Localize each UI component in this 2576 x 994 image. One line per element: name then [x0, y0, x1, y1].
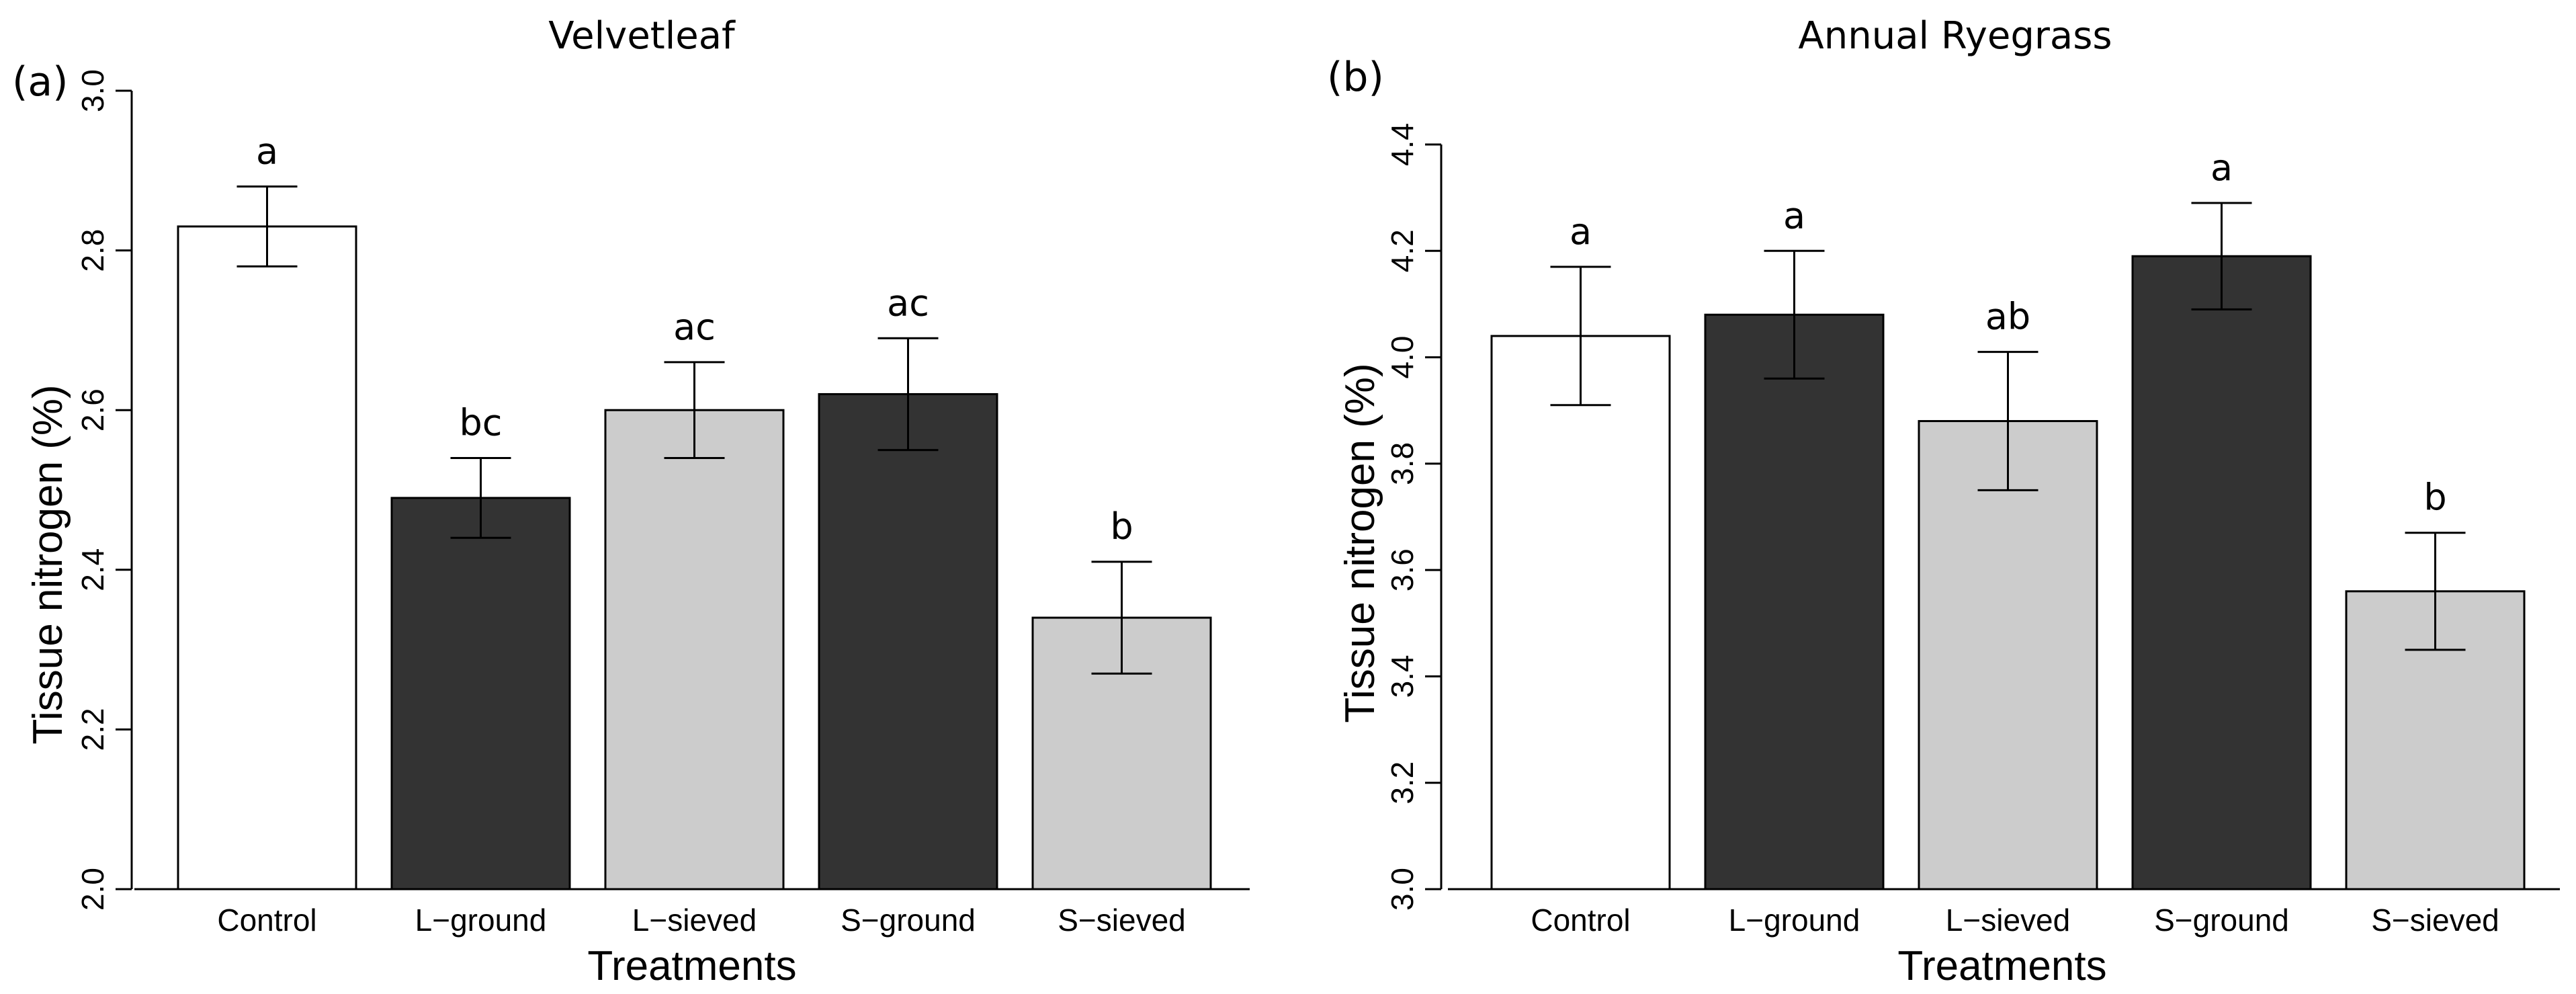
- y-axis-ticks: 3.0 3.2 3.4 3.6 3.8 4.0 4.2 4.4: [1385, 123, 1441, 911]
- category-label: S−sieved: [1058, 903, 1186, 938]
- category-label: L−sieved: [632, 903, 757, 938]
- y-tick-label: 2.0: [75, 868, 110, 911]
- category-label: L−ground: [1729, 903, 1860, 938]
- chart-title: Velvetleaf: [548, 14, 736, 58]
- category-label: S−sieved: [2371, 903, 2499, 938]
- category-label: Control: [217, 903, 316, 938]
- y-tick-label: 3.2: [1385, 761, 1420, 804]
- y-tick-label: 3.0: [1385, 868, 1420, 911]
- y-tick-label: 2.4: [75, 548, 110, 591]
- y-tick-label: 2.2: [75, 708, 110, 751]
- significance-letter: ab: [1985, 296, 2030, 338]
- significance-letter: a: [1783, 194, 1805, 237]
- significance-labels: a bc ac ac b: [256, 130, 1133, 548]
- chart-velvetleaf: (a) Velvetleaf Tissue nitrogen (%) Treat…: [12, 14, 1250, 989]
- category-label: S−ground: [2154, 903, 2289, 938]
- category-label: L−ground: [415, 903, 547, 938]
- bar: [1704, 313, 1885, 891]
- bar: [818, 392, 998, 891]
- y-axis-ticks: 2.0 2.2 2.4 2.6 2.8 3.0: [75, 69, 132, 911]
- x-axis-title: Treatments: [587, 943, 796, 989]
- bars: [1490, 255, 2526, 891]
- y-tick-label: 4.2: [1385, 229, 1420, 272]
- significance-letter: a: [1570, 210, 1592, 253]
- y-tick-label: 2.6: [75, 388, 110, 431]
- category-label: Control: [1531, 903, 1630, 938]
- x-axis-labels: Control L−ground L−sieved S−ground S−sieved: [217, 903, 1185, 938]
- y-tick-label: 3.0: [75, 69, 110, 112]
- error-bars: [237, 185, 1152, 675]
- y-tick-label: 4.4: [1385, 123, 1420, 166]
- category-label: L−sieved: [1946, 903, 2070, 938]
- chart-title: Annual Ryegrass: [1798, 14, 2112, 58]
- significance-letter: bc: [460, 401, 503, 444]
- bar: [1918, 420, 2098, 891]
- significance-letter: a: [2210, 147, 2233, 189]
- error-bars: [1550, 202, 2466, 651]
- bar: [1490, 335, 1671, 891]
- y-tick-label: 3.6: [1385, 548, 1420, 591]
- y-axis-title: Tissue nitrogen (%): [1337, 363, 1383, 722]
- significance-letter: b: [1110, 505, 1133, 548]
- category-label: S−ground: [841, 903, 976, 938]
- bar: [2131, 255, 2312, 891]
- y-tick-label: 3.8: [1385, 442, 1420, 485]
- x-axis-title: Treatments: [1897, 943, 2106, 989]
- significance-letter: ac: [887, 282, 929, 324]
- y-tick-label: 3.4: [1385, 655, 1420, 698]
- x-axis-labels: Control L−ground L−sieved S−ground S−sieved: [1531, 903, 2499, 938]
- y-tick-label: 4.0: [1385, 336, 1420, 379]
- bar: [177, 225, 357, 891]
- bar: [390, 497, 571, 891]
- panel-label: (b): [1327, 54, 1384, 101]
- significance-letter: ac: [673, 306, 716, 348]
- panel-label: (a): [12, 58, 69, 106]
- y-axis-title: Tissue nitrogen (%): [25, 384, 71, 744]
- bar: [604, 409, 785, 891]
- significance-letter: b: [2423, 477, 2446, 519]
- y-tick-label: 2.8: [75, 229, 110, 272]
- significance-letter: a: [256, 130, 278, 173]
- chart-annual-ryegrass: (b) Annual Ryegrass Tissue nitrogen (%) …: [1327, 14, 2560, 989]
